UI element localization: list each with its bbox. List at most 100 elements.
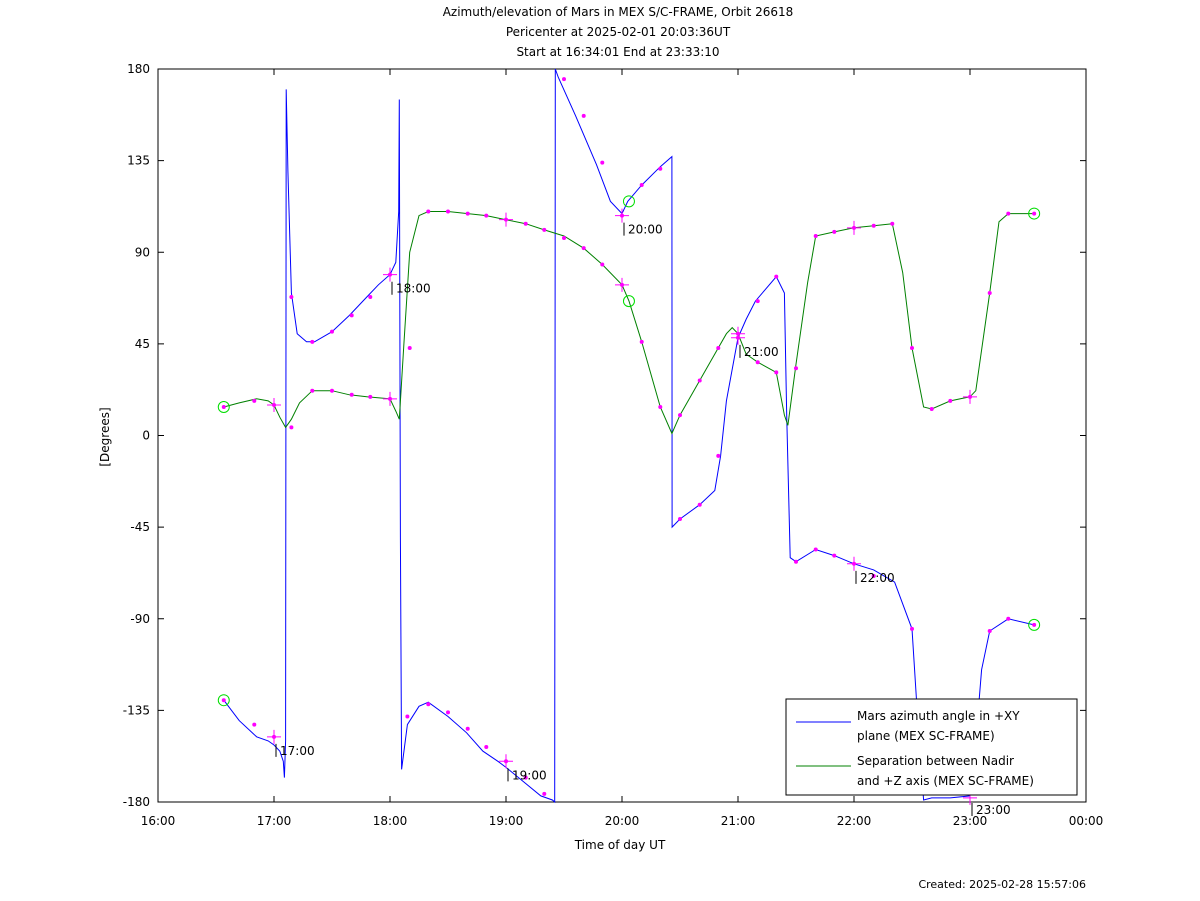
series-point-dot: [871, 573, 876, 578]
series-point-dot: [832, 229, 837, 234]
series-point-dot: [484, 745, 489, 750]
hour-cross-marker: [963, 389, 977, 404]
y-tick-label: 180: [127, 62, 150, 76]
y-tick-label: -45: [130, 520, 150, 534]
series-point-dot: [426, 702, 431, 707]
hour-cross-marker: [615, 208, 629, 223]
y-tick-label: -135: [123, 703, 150, 717]
endpoint-circle-marker: [1028, 618, 1041, 631]
endpoint-circle-marker: [1028, 207, 1041, 220]
series-point-dot: [774, 274, 779, 279]
series-point-dot: [910, 345, 914, 350]
x-axis-label: Time of day UT: [574, 838, 666, 852]
series-line-azimuth: [223, 68, 1035, 804]
series-point-dot: [639, 339, 644, 344]
series-point-dot: [658, 166, 663, 171]
series-point-dot: [310, 339, 315, 344]
endpoint-circle-marker: [622, 195, 635, 208]
y-axis-label: [Degrees]: [98, 407, 112, 466]
created-timestamp: Created: 2025-02-28 15:57:06: [918, 878, 1086, 891]
series-point-dot: [542, 227, 547, 232]
series-line-separation: [223, 211, 1035, 435]
series-point-dot: [678, 516, 682, 521]
series-point-dot: [542, 791, 547, 796]
series-point-dot: [562, 235, 566, 240]
series-point-dot: [368, 295, 373, 300]
x-tick-label: 18:00: [373, 814, 408, 828]
axis-ticks: 16:00 17:00 18:00 19:00 20:00 21:00 22:00 23:00…: [123, 62, 1104, 828]
series-point-dot: [948, 398, 953, 403]
series-point-dot: [407, 345, 412, 350]
hour-cross-marker: [499, 754, 513, 769]
series-point-dot: [562, 77, 566, 82]
x-tick-label: 21:00: [721, 814, 756, 828]
series-point-dot: [871, 223, 876, 228]
hour-annotation-label: 17:00: [280, 744, 315, 758]
marker-layer: [217, 77, 1041, 805]
y-tick-label: -180: [123, 795, 150, 809]
chart-subtitle-start-end: Start at 16:34:01 End at 23:33:10: [516, 45, 719, 59]
chart-subtitle-pericenter: Pericenter at 2025-02-01 20:03:36UT: [506, 25, 731, 39]
series-point-dot: [368, 394, 373, 399]
y-tick-label: 45: [135, 337, 150, 351]
series-point-dot: [639, 183, 644, 188]
series-point-dot: [349, 313, 354, 318]
series-point-dot: [794, 366, 798, 371]
hour-annotation-label: 21:00: [744, 345, 779, 359]
series-point-dot: [330, 329, 334, 334]
series-point-dot: [310, 388, 315, 393]
x-tick-label: 16:00: [141, 814, 176, 828]
series-point-dot: [252, 722, 257, 727]
series-point-dot: [716, 453, 721, 458]
hour-cross-marker: [383, 267, 397, 282]
hour-cross-marker: [383, 391, 397, 406]
x-tick-label: 22:00: [837, 814, 872, 828]
series-point-dot: [581, 113, 586, 118]
legend-box: [785, 698, 1078, 796]
series-point-dot: [987, 290, 992, 295]
series-point-dot: [465, 726, 470, 731]
series-point-dot: [446, 710, 450, 715]
series-point-dot: [484, 213, 489, 218]
series-point-dot: [465, 211, 470, 216]
series-point-dot: [813, 547, 818, 552]
series-point-dot: [252, 398, 257, 403]
series-point-dot: [890, 221, 895, 226]
series-layer: [223, 68, 1035, 804]
y-tick-label: 135: [127, 154, 150, 168]
hour-cross-marker: [615, 277, 629, 292]
series-point-dot: [697, 378, 702, 383]
legend-label-azimuth-line2: plane (MEX SC-FRAME): [857, 729, 995, 743]
x-tick-label: 19:00: [489, 814, 524, 828]
series-point-dot: [289, 295, 294, 300]
series-point-dot: [1032, 622, 1037, 627]
series-point-dot: [330, 388, 334, 393]
hour-cross-marker: [731, 330, 745, 345]
plot-frame: [157, 68, 1087, 803]
hour-cross-marker: [267, 729, 281, 744]
series-point-dot: [910, 626, 914, 631]
x-tick-label: 23:00: [953, 814, 988, 828]
x-tick-label: 20:00: [605, 814, 640, 828]
hour-annotation-label: 20:00: [628, 223, 663, 237]
hour-annotation-label: 23:00: [976, 803, 1011, 817]
series-point-dot: [221, 698, 226, 703]
series-point-dot: [987, 628, 992, 633]
x-tick-label: 00:00: [1069, 814, 1104, 828]
endpoint-circle-marker: [217, 694, 230, 707]
hour-cross-marker: [267, 397, 281, 412]
series-point-dot: [600, 262, 605, 267]
series-point-dot: [581, 246, 586, 251]
hour-cross-marker: [847, 220, 861, 235]
endpoint-circle-marker: [217, 400, 230, 413]
y-tick-label: -90: [130, 612, 150, 626]
series-point-dot: [697, 502, 702, 507]
series-point-dot: [600, 160, 605, 165]
hour-annotation-label: 22:00: [860, 571, 895, 585]
series-point-dot: [755, 299, 760, 304]
series-point-dot: [658, 404, 663, 409]
series-point-dot: [678, 413, 682, 418]
series-point-dot: [813, 233, 818, 238]
chart-title: Azimuth/elevation of Mars in MEX S/C-FRA…: [443, 5, 794, 19]
y-tick-label: 90: [135, 245, 150, 259]
